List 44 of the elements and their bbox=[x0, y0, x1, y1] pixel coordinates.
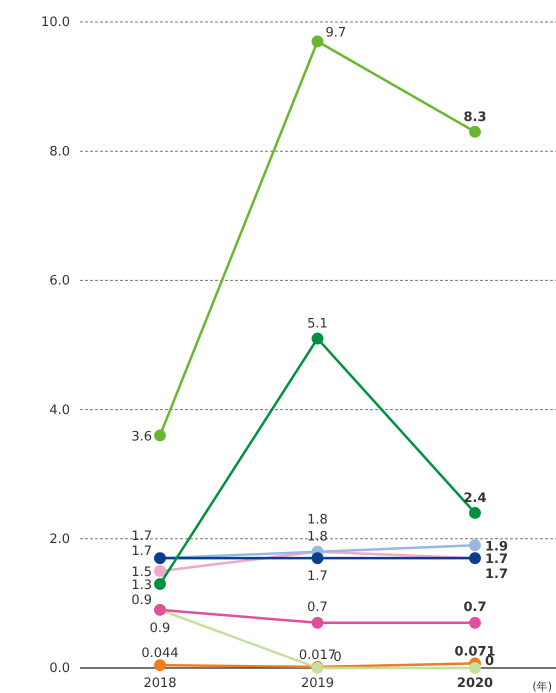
point bbox=[469, 126, 481, 138]
data-label: 3.6 bbox=[131, 429, 152, 444]
point bbox=[154, 430, 166, 442]
data-label: 1.8 bbox=[307, 530, 328, 545]
data-label: 1.7 bbox=[131, 529, 152, 544]
point bbox=[469, 662, 481, 674]
data-label: 0.017 bbox=[298, 648, 336, 663]
point bbox=[154, 565, 166, 578]
point bbox=[469, 539, 481, 552]
y-tick-label: 8.0 bbox=[49, 144, 70, 160]
data-label: 0.7 bbox=[307, 600, 328, 615]
point bbox=[312, 552, 324, 564]
y-tick-label: 6.0 bbox=[49, 274, 70, 289]
y-tick-label: 2.0 bbox=[49, 532, 70, 547]
data-label: 0.7 bbox=[463, 600, 487, 615]
data-label: 0.9 bbox=[131, 592, 152, 608]
data-label: 9.7 bbox=[326, 25, 346, 40]
data-label: 1.7 bbox=[131, 544, 152, 560]
data-label: 1.7 bbox=[307, 569, 328, 584]
y-tick-label: 10.0 bbox=[41, 15, 70, 30]
x-tick-label: 2019 bbox=[300, 676, 334, 692]
point bbox=[154, 578, 166, 590]
point bbox=[312, 332, 324, 344]
data-label: 0.044 bbox=[141, 646, 179, 662]
x-axis-title: (年) bbox=[532, 680, 552, 693]
x-tick-label: 2018 bbox=[143, 676, 177, 692]
data-label: 8.3 bbox=[463, 110, 487, 125]
data-label: 1.7 bbox=[485, 552, 508, 568]
point bbox=[312, 616, 324, 629]
point bbox=[154, 659, 166, 672]
data-label: 1.5 bbox=[131, 565, 152, 580]
point bbox=[469, 507, 481, 519]
data-label: 1.8 bbox=[307, 512, 328, 528]
data-label: 2.4 bbox=[463, 490, 487, 506]
data-label: 0.9 bbox=[150, 620, 170, 636]
data-label: 1.7 bbox=[485, 567, 508, 582]
point bbox=[469, 616, 481, 629]
y-tick-label: 0.0 bbox=[49, 661, 70, 676]
x-tick-label: 2020 bbox=[456, 676, 494, 692]
data-label: 1.3 bbox=[131, 578, 152, 594]
y-tick-label: 4.0 bbox=[49, 402, 70, 418]
data-label: 5.1 bbox=[307, 316, 328, 332]
point bbox=[312, 35, 324, 48]
data-label: 1.9 bbox=[485, 539, 508, 554]
